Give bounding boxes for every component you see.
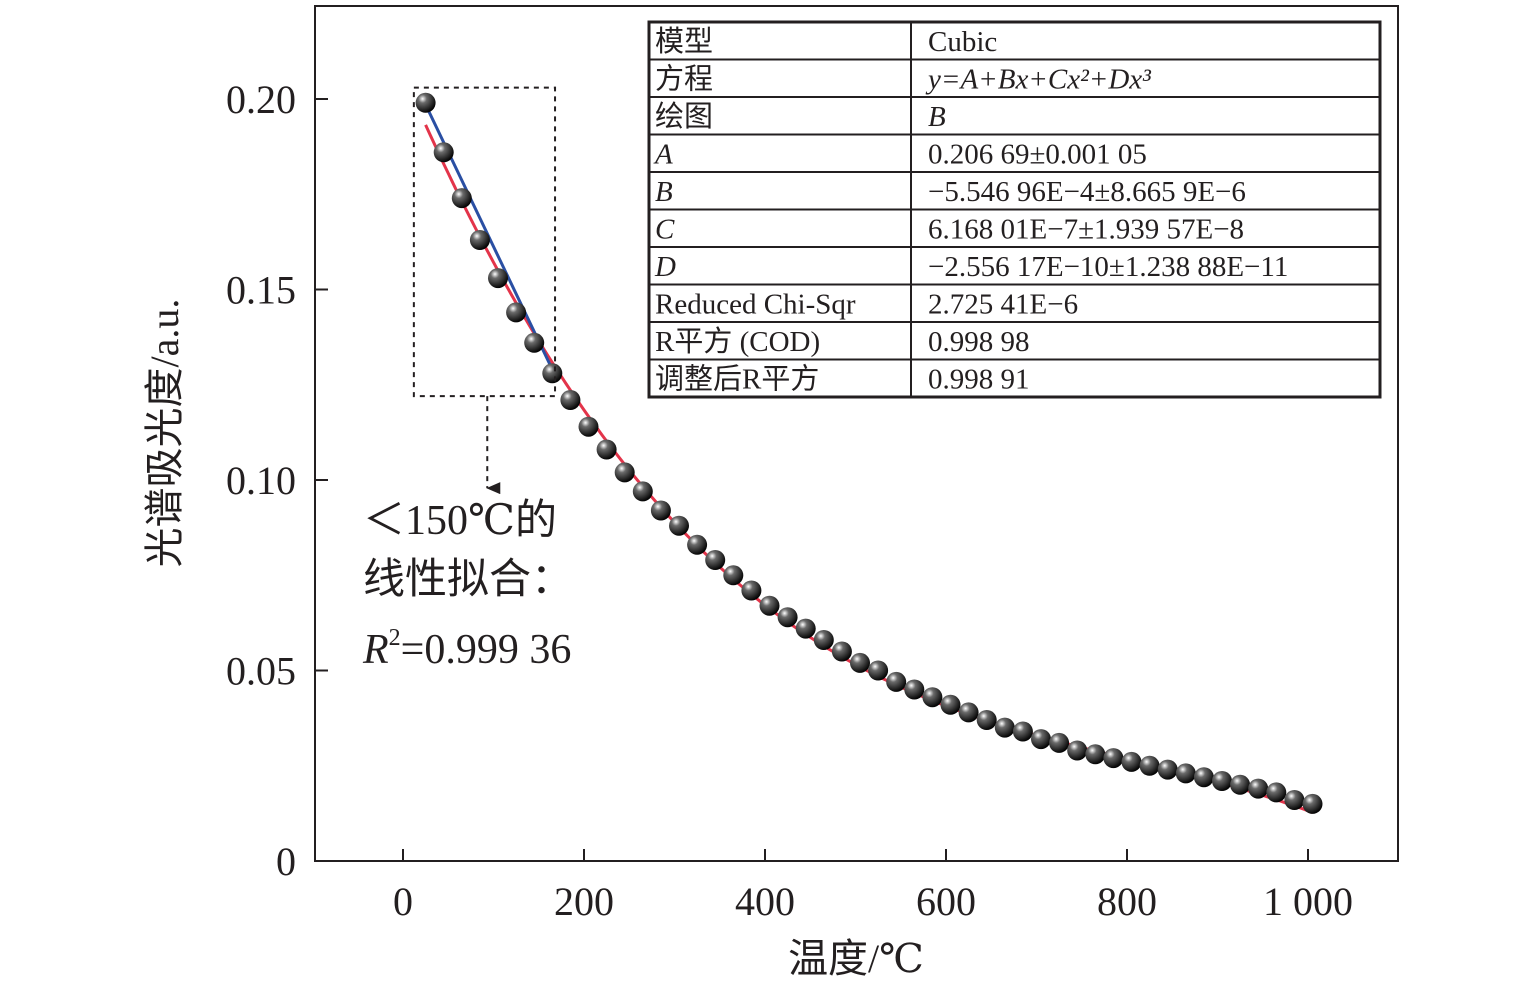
data-point bbox=[1012, 721, 1033, 742]
data-point bbox=[705, 550, 726, 570]
data-point bbox=[994, 717, 1015, 738]
data-point bbox=[560, 390, 581, 410]
fit-table-label: D bbox=[654, 251, 676, 283]
fit-table-label: 绘图 bbox=[655, 100, 713, 133]
fit-table-value: 6.168 01E−7±1.939 57E−8 bbox=[928, 214, 1244, 246]
annotation-line1: ＜150℃的 bbox=[363, 498, 557, 544]
fit-table-label: B bbox=[655, 176, 673, 208]
linear-region-box bbox=[412, 86, 557, 398]
x-tick-label: 200 bbox=[554, 879, 614, 924]
data-point bbox=[1266, 782, 1287, 803]
data-point bbox=[723, 565, 744, 586]
data-point bbox=[433, 142, 454, 163]
data-point bbox=[1049, 732, 1070, 753]
data-point bbox=[795, 618, 816, 639]
fit-table-value: 2.725 41E−6 bbox=[928, 289, 1078, 321]
fit-table-value: Cubic bbox=[928, 26, 997, 58]
data-point bbox=[1175, 763, 1196, 784]
fit-table-value: 0.998 91 bbox=[928, 364, 1030, 396]
fit-table-label: A bbox=[653, 139, 673, 171]
data-point bbox=[813, 630, 834, 650]
annotation-r2: R2=0.999 36 bbox=[362, 625, 571, 673]
y-axis-ticks: 0 0.05 0.10 0.15 0.20 bbox=[226, 77, 328, 884]
x-tick-label: 800 bbox=[1097, 879, 1157, 924]
fit-table-label: Reduced Chi-Sqr bbox=[655, 289, 856, 321]
data-point bbox=[1193, 767, 1214, 788]
data-point bbox=[524, 332, 545, 353]
fit-table-label: 方程 bbox=[655, 63, 713, 96]
data-point bbox=[741, 580, 762, 601]
data-point bbox=[1121, 751, 1142, 772]
data-point bbox=[632, 481, 653, 502]
y-tick-label: 0.15 bbox=[226, 268, 296, 313]
fit-table-value: −2.556 17E−10±1.238 88E−11 bbox=[928, 251, 1288, 283]
data-point bbox=[451, 188, 472, 209]
x-tick-label: 400 bbox=[735, 879, 795, 924]
data-point bbox=[922, 687, 943, 708]
data-point bbox=[488, 268, 508, 289]
data-point bbox=[596, 439, 617, 460]
data-point bbox=[578, 416, 599, 437]
y-tick-label: 0 bbox=[276, 839, 296, 884]
data-point bbox=[687, 534, 708, 555]
fit-table-value: 0.998 98 bbox=[928, 326, 1030, 358]
data-point bbox=[1139, 755, 1160, 776]
data-point bbox=[1085, 744, 1106, 765]
x-tick-label: 0 bbox=[393, 879, 413, 924]
data-point bbox=[850, 652, 870, 673]
fit-table-label: 模型 bbox=[655, 25, 713, 58]
y-tick-label: 0.20 bbox=[226, 77, 296, 122]
data-point bbox=[1230, 774, 1251, 795]
data-point bbox=[1103, 748, 1124, 769]
data-point bbox=[415, 92, 436, 113]
data-point bbox=[759, 595, 780, 616]
data-point bbox=[1284, 790, 1305, 810]
x-tick-label: 1 000 bbox=[1263, 879, 1353, 924]
annotation-line2: 线性拟合： bbox=[363, 557, 573, 603]
data-point bbox=[614, 462, 635, 483]
data-point bbox=[940, 694, 961, 715]
plot-frame bbox=[314, 5, 1399, 862]
fit-table-value: B bbox=[928, 101, 946, 133]
fit-table-label: R平方 (COD) bbox=[655, 325, 820, 358]
data-point bbox=[904, 679, 925, 700]
data-point bbox=[506, 302, 527, 323]
fit-table-value: −5.546 96E−4±8.665 9E−6 bbox=[928, 176, 1246, 208]
data-point bbox=[1031, 729, 1051, 750]
data-point bbox=[1248, 778, 1269, 799]
data-point bbox=[650, 500, 671, 521]
data-point bbox=[1157, 759, 1178, 780]
x-axis-ticks: 0 200 400 600 800 1 000 bbox=[393, 849, 1353, 924]
data-points bbox=[415, 92, 1323, 814]
y-tick-label: 0.05 bbox=[226, 649, 296, 694]
fit-table-label: C bbox=[655, 214, 675, 246]
data-point bbox=[831, 641, 852, 662]
x-tick-label: 600 bbox=[916, 879, 976, 924]
fit-table-label: 调整后R平方 bbox=[655, 363, 819, 396]
data-point bbox=[868, 660, 889, 681]
fit-table-value: y=A+Bx+Cx²+Dx³ bbox=[925, 64, 1152, 96]
x-axis-title: 温度/℃ bbox=[788, 936, 924, 981]
y-axis-title: 光谱吸光度/a.u. bbox=[142, 299, 187, 568]
data-point bbox=[1302, 793, 1323, 814]
data-point bbox=[777, 607, 798, 628]
data-point bbox=[469, 230, 490, 250]
fit-table-value: 0.206 69±0.001 05 bbox=[928, 139, 1147, 171]
data-point bbox=[669, 515, 689, 536]
data-point bbox=[958, 702, 979, 723]
data-point bbox=[976, 710, 997, 730]
data-point bbox=[1067, 740, 1088, 761]
data-point bbox=[1212, 771, 1232, 791]
data-point bbox=[542, 363, 563, 384]
y-tick-label: 0.10 bbox=[226, 458, 296, 503]
data-point bbox=[886, 671, 907, 692]
